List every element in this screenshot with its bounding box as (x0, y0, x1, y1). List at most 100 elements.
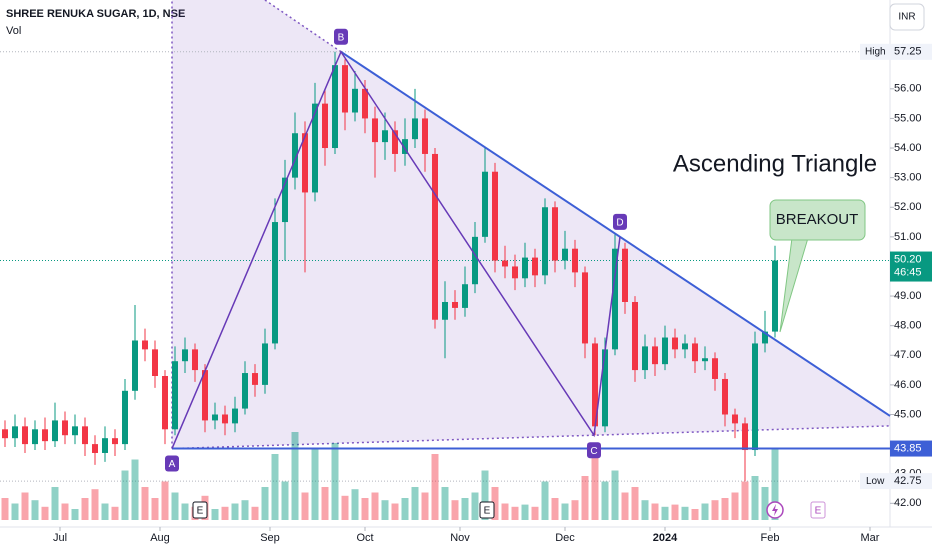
candle-body (92, 444, 98, 453)
y-tick-label: 53.00 (894, 172, 922, 184)
volume-bar (281, 481, 289, 520)
volume-bar (631, 487, 639, 520)
volume-bar (761, 487, 769, 520)
candle-body (52, 420, 58, 442)
candle-body (292, 133, 298, 178)
candle-body (742, 423, 748, 451)
resistance-trendline (340, 50, 891, 417)
x-tick-label: Sep (260, 532, 280, 544)
volume-bar (101, 503, 109, 520)
y-tick-label: 46.00 (894, 379, 922, 391)
volume-bar (341, 495, 349, 520)
pattern-point-label: C (590, 446, 597, 457)
candle-body (132, 340, 138, 391)
volume-bar (751, 476, 759, 520)
high-tag-label: High (865, 46, 886, 57)
candle-body (682, 343, 688, 350)
pattern-zigzag (171, 50, 621, 449)
countdown: 46:45 (894, 266, 922, 278)
candle-body (332, 65, 338, 149)
candle-body (182, 349, 188, 362)
candle-body (442, 301, 448, 320)
candle-body (32, 429, 38, 445)
volume-bar (701, 503, 709, 520)
volume-bar (141, 487, 149, 520)
volume-bar (361, 498, 369, 520)
volume-bar (61, 503, 69, 520)
volume-bar (71, 509, 79, 520)
candle-body (162, 376, 168, 430)
volume-bar (771, 448, 779, 520)
candle-body (652, 346, 658, 365)
candle-body (612, 248, 618, 350)
candle-body (772, 260, 778, 332)
candle-body (642, 346, 648, 371)
callout-box (769, 199, 866, 241)
volume-bar (551, 498, 559, 520)
volume-bar (161, 481, 169, 520)
y-tick-label: 51.00 (894, 231, 922, 243)
annotation: Ascending Triangle (673, 150, 877, 177)
pattern-area (172, 0, 890, 449)
x-tick-label: Jul (53, 532, 67, 544)
volume-bar (251, 506, 259, 520)
candle-body (102, 438, 108, 453)
candle-body (632, 301, 638, 371)
x-tick-label: Feb (761, 532, 780, 544)
volume-bar (381, 500, 389, 520)
candle-body (342, 65, 348, 113)
candle-body (452, 301, 458, 308)
candle-body (202, 370, 208, 421)
candle-body (382, 130, 388, 143)
high-tag (860, 43, 890, 60)
candle-body (402, 139, 408, 154)
candle-body (532, 257, 538, 276)
volume-bar (521, 504, 529, 520)
volume-bar (471, 492, 479, 520)
candle-body (522, 257, 528, 279)
volume-bar (291, 432, 299, 520)
volume-bar (421, 492, 429, 520)
candle-body (242, 373, 248, 409)
event-marker (479, 501, 495, 519)
candle-body (662, 337, 668, 365)
volume-bar (41, 506, 49, 520)
volume-bar (211, 509, 219, 520)
volume-bar (81, 498, 89, 520)
candle-body (282, 177, 288, 223)
volume-bar (561, 503, 569, 520)
candle-body (112, 438, 118, 445)
volume-bar (541, 481, 549, 520)
candle-body (122, 390, 128, 445)
currency-label[interactable]: INR (898, 12, 915, 23)
volume-bar (241, 500, 249, 520)
candle-body (462, 284, 468, 308)
volume-bar (271, 454, 279, 520)
candle-body (692, 343, 698, 362)
candle-body (622, 248, 628, 302)
candle-body (252, 373, 258, 385)
volume-bar (691, 509, 699, 520)
event-label: E (815, 506, 822, 517)
y-tick-label: 42.00 (894, 497, 922, 509)
volume-bar (671, 504, 679, 520)
dotted-edge (264, 0, 342, 53)
volume-bar (301, 492, 309, 520)
volume-bar (131, 459, 139, 520)
currency-button[interactable] (889, 3, 925, 31)
chart-title: SHREE RENUKA SUGAR, 1D, NSE (6, 8, 185, 20)
high-price-box (890, 43, 932, 60)
candle-body (172, 361, 178, 430)
candle-body (262, 343, 268, 385)
low-price-value: 42.75 (894, 475, 922, 487)
candle-body (152, 349, 158, 377)
candle-body (422, 118, 428, 154)
volume-bar (181, 503, 189, 520)
candle-body (432, 153, 438, 320)
event-marker (192, 501, 208, 519)
volume-bar (741, 481, 749, 520)
volume-bar (231, 503, 239, 520)
candle-body (72, 426, 78, 436)
volume-bar (641, 500, 649, 520)
